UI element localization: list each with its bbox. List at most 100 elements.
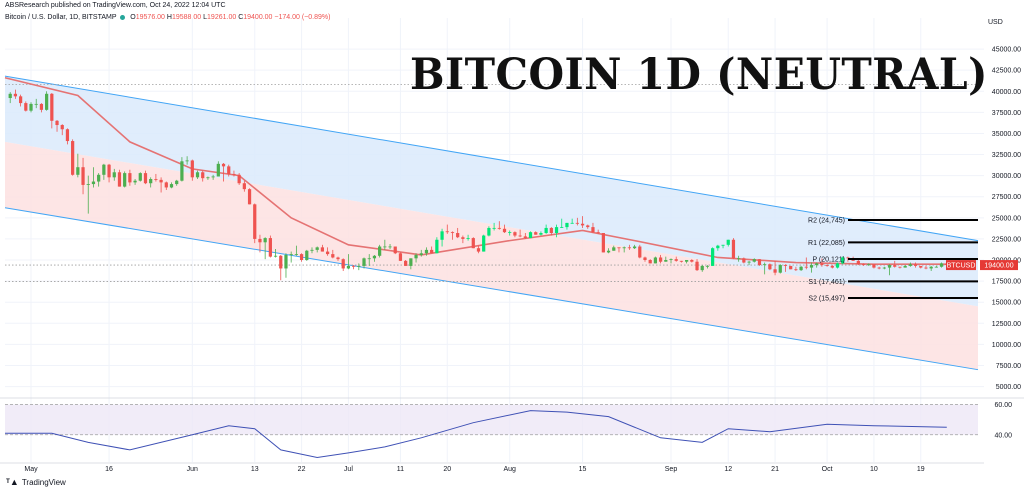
candle xyxy=(887,264,892,276)
candle xyxy=(919,265,923,269)
candle xyxy=(320,244,325,252)
candle-body xyxy=(378,246,382,256)
candle-body xyxy=(50,93,54,121)
price-tick-label: 32500.00 xyxy=(992,152,1021,159)
candle-body xyxy=(700,265,704,271)
candle xyxy=(700,265,704,272)
candle-body xyxy=(325,251,330,255)
candle xyxy=(674,256,678,262)
candle xyxy=(24,101,28,112)
candle-body xyxy=(211,176,215,178)
candle xyxy=(435,237,439,254)
symbol-tag-label: BTCUSD xyxy=(947,263,976,270)
market-open-dot xyxy=(120,14,126,20)
symbol-tag-bg xyxy=(946,260,976,271)
candle xyxy=(123,171,127,188)
candle xyxy=(929,265,933,271)
tradingview-brand-label: TradingView xyxy=(21,478,66,487)
candle-body xyxy=(752,259,756,262)
candle xyxy=(461,235,465,244)
ohlc-close-label: C xyxy=(238,14,244,21)
candle-body xyxy=(877,267,881,269)
candle xyxy=(580,216,585,228)
candle-body xyxy=(232,173,236,175)
candle xyxy=(175,179,179,186)
candle-body xyxy=(149,179,153,184)
candle-body xyxy=(393,246,397,254)
candle-body xyxy=(627,247,631,249)
candle-body xyxy=(731,239,736,259)
candle xyxy=(60,124,64,136)
candle xyxy=(815,262,819,268)
candle xyxy=(409,258,413,270)
candle-body xyxy=(424,249,429,254)
time-tick-label: 10 xyxy=(870,466,878,473)
candle xyxy=(185,156,189,165)
candle-body xyxy=(679,260,684,262)
candle-body xyxy=(341,259,345,269)
candle-body xyxy=(320,247,325,252)
candle xyxy=(763,262,767,275)
candle xyxy=(560,218,564,228)
candle xyxy=(632,244,637,250)
candle xyxy=(898,266,902,269)
candle xyxy=(206,176,210,180)
candle-body xyxy=(164,182,168,188)
candle-body xyxy=(513,232,517,236)
candle-body xyxy=(835,263,840,268)
candle xyxy=(86,175,90,214)
candle-body xyxy=(794,269,798,271)
candle xyxy=(45,91,49,111)
pivot-label: P (20,121) xyxy=(812,256,845,263)
candle xyxy=(284,253,288,278)
candle xyxy=(232,170,236,177)
candle-body xyxy=(549,227,553,234)
candle-body xyxy=(737,258,741,260)
candle xyxy=(102,163,106,180)
candle-body xyxy=(685,260,689,262)
candle xyxy=(180,157,184,182)
candle xyxy=(508,230,512,236)
candle xyxy=(867,263,871,266)
candle xyxy=(664,256,668,262)
candle xyxy=(253,203,257,244)
candle xyxy=(737,255,741,262)
candle xyxy=(783,264,788,272)
candle xyxy=(450,231,455,240)
candle xyxy=(471,237,475,249)
tradingview-brand[interactable]: ᵀ▲ TradingView xyxy=(6,477,66,487)
candle xyxy=(591,222,595,234)
candle-body xyxy=(34,103,38,105)
candle-body xyxy=(154,179,158,180)
candle-body xyxy=(815,263,819,266)
candle-body xyxy=(570,222,574,224)
candle xyxy=(456,227,460,239)
candle-body xyxy=(903,265,907,268)
candle xyxy=(65,128,70,145)
candle-body xyxy=(575,222,579,224)
time-tick-label: 12 xyxy=(724,466,732,473)
price-tick-label: 12500.00 xyxy=(992,321,1021,328)
candle xyxy=(18,94,23,107)
candle-body xyxy=(726,239,730,245)
candle xyxy=(34,98,38,109)
candle xyxy=(112,168,116,181)
currency-label: USD xyxy=(988,19,1003,26)
candle-body xyxy=(757,259,762,266)
candle xyxy=(430,246,434,254)
candle-body xyxy=(601,233,605,253)
candle-body xyxy=(263,238,267,243)
candles xyxy=(8,89,949,281)
candle-body xyxy=(195,172,200,178)
candle xyxy=(398,252,403,261)
candle xyxy=(825,264,829,267)
pivot-label: R1 (22,085) xyxy=(808,240,845,247)
tradingview-logo-icon: ᵀ▲ xyxy=(6,477,19,487)
candle-body xyxy=(227,166,231,174)
price-tick-label: 42500.00 xyxy=(992,68,1021,75)
candle xyxy=(424,247,429,256)
candle-body xyxy=(414,254,418,259)
candle-body xyxy=(169,184,174,188)
candle-body xyxy=(939,263,944,267)
